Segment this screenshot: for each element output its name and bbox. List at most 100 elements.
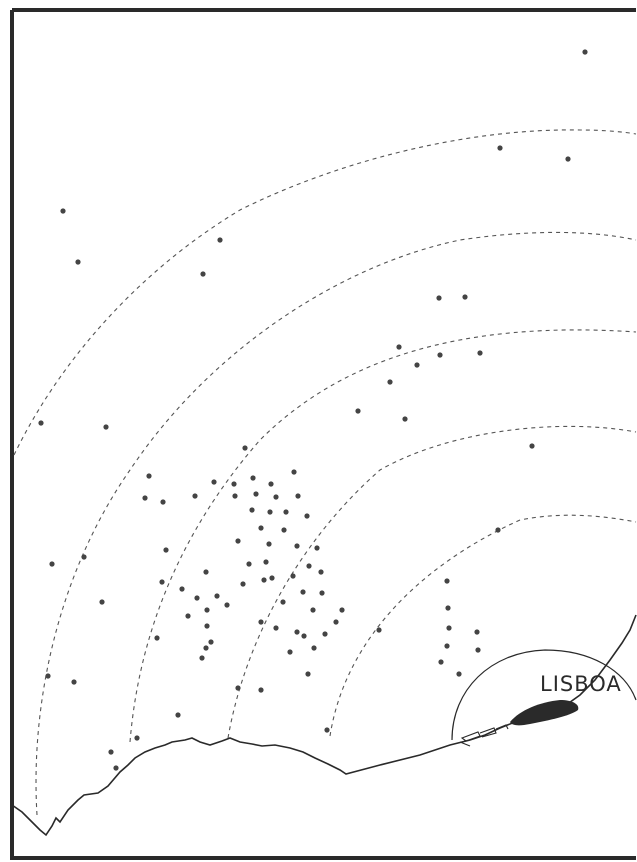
- sample-point: [159, 579, 165, 585]
- lisbon-circle: [451, 649, 637, 741]
- sample-point: [314, 545, 320, 551]
- sample-point: [211, 479, 217, 485]
- sample-point: [250, 475, 256, 481]
- sample-point: [475, 647, 481, 653]
- sample-point: [231, 481, 237, 487]
- sample-point: [290, 573, 296, 579]
- sample-point: [232, 493, 238, 499]
- sample-point: [283, 509, 289, 515]
- sample-point: [103, 424, 109, 430]
- sample-point: [99, 599, 105, 605]
- sample-point: [355, 408, 361, 414]
- sample-point: [474, 629, 480, 635]
- sample-point: [495, 527, 501, 533]
- sample-point: [258, 619, 264, 625]
- sample-point: [446, 625, 452, 631]
- sample-point: [258, 525, 264, 531]
- sample-point: [281, 527, 287, 533]
- sample-point: [267, 509, 273, 515]
- sample-point: [203, 569, 209, 575]
- lisbon-city-area: [510, 700, 579, 726]
- sample-point: [436, 295, 442, 301]
- sample-point: [319, 590, 325, 596]
- sample-point: [306, 563, 312, 569]
- sample-point: [322, 631, 328, 637]
- sample-points: [38, 49, 588, 771]
- sample-point: [81, 554, 87, 560]
- sample-point: [261, 577, 267, 583]
- range-arc-4: [35, 231, 637, 816]
- sample-point: [113, 765, 119, 771]
- sample-point: [402, 416, 408, 422]
- range-arc-1: [329, 514, 637, 737]
- sample-point: [301, 633, 307, 639]
- sample-point: [258, 687, 264, 693]
- sample-point: [273, 625, 279, 631]
- sample-point: [462, 294, 468, 300]
- sample-point: [263, 559, 269, 565]
- sample-point: [294, 543, 300, 549]
- range-arc-2: [227, 425, 637, 739]
- sample-point: [280, 599, 286, 605]
- sample-point: [333, 619, 339, 625]
- sample-point: [214, 593, 220, 599]
- sample-point: [310, 607, 316, 613]
- range-arcs: [13, 129, 637, 816]
- sample-point: [71, 679, 77, 685]
- sample-point: [444, 578, 450, 584]
- sample-point: [311, 645, 317, 651]
- sample-point: [445, 605, 451, 611]
- sample-point: [185, 613, 191, 619]
- sample-point: [318, 569, 324, 575]
- sample-point: [273, 494, 279, 500]
- sample-point: [203, 645, 209, 651]
- city-label-lisboa: LISBOA: [540, 672, 622, 696]
- sample-point: [305, 671, 311, 677]
- sample-point: [497, 145, 503, 151]
- sample-point: [438, 659, 444, 665]
- sample-point: [396, 344, 402, 350]
- sample-point: [339, 607, 345, 613]
- sample-point: [295, 493, 301, 499]
- sample-point: [235, 538, 241, 544]
- sample-point: [108, 749, 114, 755]
- sample-point: [291, 469, 297, 475]
- sample-point: [268, 481, 274, 487]
- sample-point: [414, 362, 420, 368]
- sample-point: [179, 586, 185, 592]
- sample-point: [235, 685, 241, 691]
- sample-point: [456, 671, 462, 677]
- sample-point: [160, 499, 166, 505]
- sample-point: [529, 443, 535, 449]
- sample-point: [387, 379, 393, 385]
- sample-point: [204, 607, 210, 613]
- sample-point: [324, 727, 330, 733]
- sample-point: [175, 712, 181, 718]
- sample-point: [582, 49, 588, 55]
- sample-point: [224, 602, 230, 608]
- sample-point: [242, 445, 248, 451]
- sample-point: [45, 673, 51, 679]
- sample-point: [60, 208, 66, 214]
- sample-point: [200, 271, 206, 277]
- sample-point: [246, 561, 252, 567]
- sample-point: [269, 575, 275, 581]
- sample-point: [287, 649, 293, 655]
- sample-point: [194, 595, 200, 601]
- map-border: [10, 8, 636, 860]
- sample-point: [253, 491, 259, 497]
- sample-point: [49, 561, 55, 567]
- sample-point: [300, 589, 306, 595]
- sample-point: [199, 655, 205, 661]
- harbour-docks: [459, 724, 509, 747]
- sample-point: [444, 643, 450, 649]
- sample-point: [134, 735, 140, 741]
- sample-point: [304, 513, 310, 519]
- range-arc-3: [129, 329, 637, 743]
- sample-point: [266, 541, 272, 547]
- sample-point: [75, 259, 81, 265]
- sample-point: [192, 493, 198, 499]
- sample-point: [249, 507, 255, 513]
